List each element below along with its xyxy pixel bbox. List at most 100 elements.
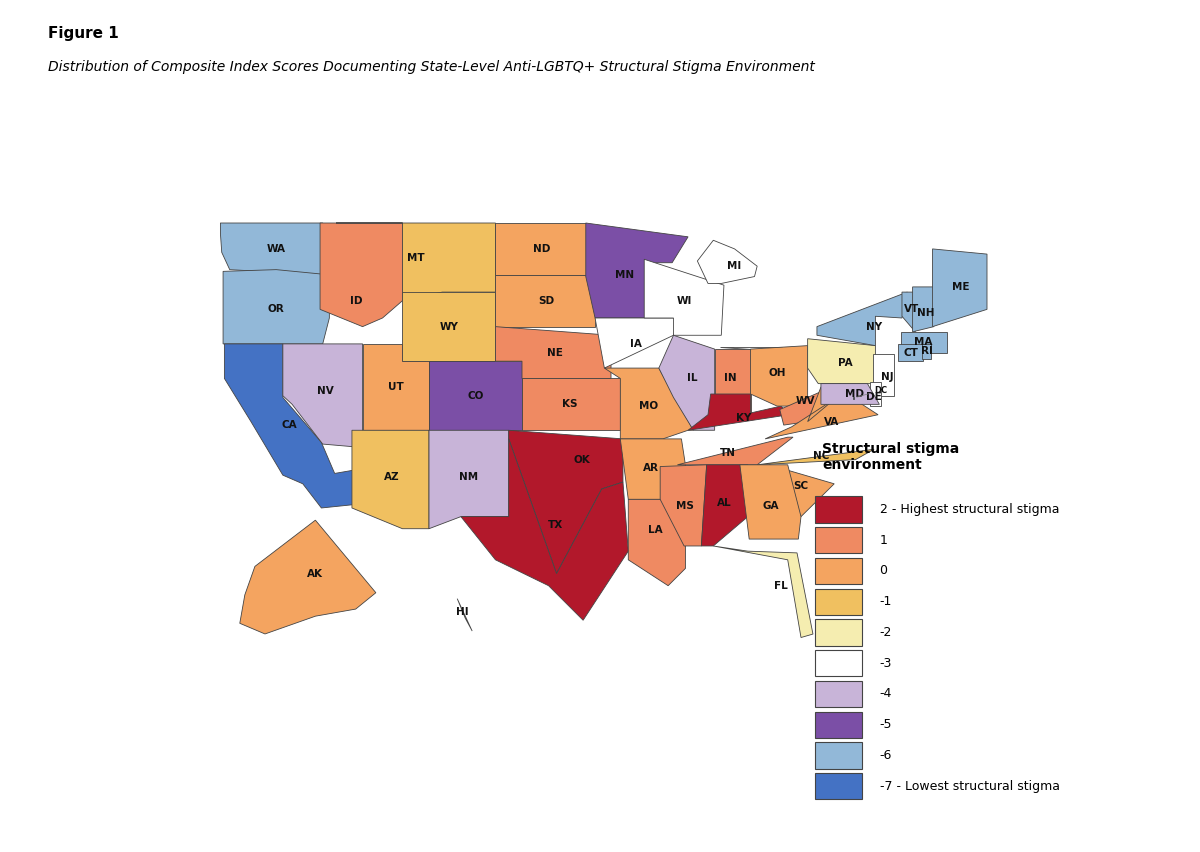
Text: Distribution of Composite Index Scores Documenting State-Level Anti-LGBTQ+ Struc: Distribution of Composite Index Scores D…	[48, 60, 815, 73]
Bar	[815, 742, 862, 769]
Text: OH: OH	[768, 368, 786, 378]
Polygon shape	[898, 344, 923, 361]
Polygon shape	[922, 344, 931, 360]
Text: OR: OR	[268, 304, 284, 314]
Text: NM: NM	[460, 472, 479, 482]
Polygon shape	[688, 394, 790, 430]
Text: -2: -2	[880, 626, 892, 639]
Bar	[815, 527, 862, 553]
Polygon shape	[901, 331, 947, 353]
Polygon shape	[713, 546, 812, 637]
Polygon shape	[817, 292, 907, 346]
Text: MD: MD	[845, 389, 864, 399]
Text: NJ: NJ	[881, 371, 894, 382]
Text: VT: VT	[904, 304, 919, 314]
Polygon shape	[912, 287, 934, 331]
Text: NC: NC	[812, 452, 829, 461]
Polygon shape	[223, 269, 329, 344]
Text: NV: NV	[317, 386, 334, 395]
Text: CT: CT	[904, 348, 919, 358]
Text: -3: -3	[880, 657, 892, 670]
Text: -1: -1	[880, 596, 892, 608]
Polygon shape	[509, 430, 623, 573]
Text: NY: NY	[866, 322, 882, 331]
Polygon shape	[320, 223, 402, 326]
Polygon shape	[780, 383, 845, 425]
Polygon shape	[769, 465, 834, 516]
Text: SC: SC	[793, 481, 809, 491]
Polygon shape	[428, 430, 509, 529]
Polygon shape	[457, 599, 472, 631]
Text: MI: MI	[727, 262, 742, 271]
Polygon shape	[629, 499, 685, 585]
Text: WV: WV	[796, 396, 815, 406]
Polygon shape	[352, 430, 428, 529]
Polygon shape	[902, 292, 916, 331]
Text: TN: TN	[720, 447, 736, 458]
Text: SD: SD	[538, 296, 554, 306]
Bar	[815, 773, 862, 799]
Polygon shape	[697, 240, 757, 284]
Polygon shape	[740, 465, 800, 539]
Polygon shape	[496, 326, 611, 378]
Text: NE: NE	[547, 348, 563, 358]
Text: MT: MT	[407, 252, 425, 262]
Polygon shape	[872, 354, 894, 395]
Polygon shape	[757, 449, 874, 465]
Text: WI: WI	[677, 296, 691, 306]
Text: AK: AK	[307, 568, 323, 579]
Polygon shape	[496, 275, 595, 326]
Polygon shape	[715, 349, 750, 413]
Text: ID: ID	[349, 296, 362, 306]
Polygon shape	[240, 521, 376, 634]
Polygon shape	[720, 348, 782, 349]
Polygon shape	[461, 439, 629, 620]
Text: ME: ME	[952, 282, 970, 292]
Bar	[815, 650, 862, 676]
Bar	[815, 711, 862, 738]
Text: CA: CA	[282, 420, 298, 430]
Polygon shape	[428, 361, 522, 430]
Polygon shape	[362, 344, 428, 430]
Text: CO: CO	[467, 391, 484, 400]
Polygon shape	[808, 339, 875, 383]
Bar	[815, 558, 862, 584]
Text: KY: KY	[736, 413, 751, 423]
Polygon shape	[595, 318, 680, 368]
Text: VA: VA	[824, 417, 839, 427]
Polygon shape	[402, 292, 496, 361]
Polygon shape	[821, 383, 880, 405]
Polygon shape	[659, 336, 715, 430]
Polygon shape	[678, 437, 793, 465]
Bar	[815, 497, 862, 522]
Text: DE: DE	[866, 393, 882, 402]
Text: IA: IA	[630, 339, 642, 349]
Polygon shape	[586, 223, 688, 318]
Polygon shape	[605, 368, 694, 439]
Text: MS: MS	[677, 501, 695, 511]
Polygon shape	[644, 259, 724, 336]
Bar	[815, 619, 862, 646]
Text: MO: MO	[638, 401, 658, 411]
Text: 1: 1	[880, 533, 888, 547]
Text: -5: -5	[880, 718, 892, 731]
Text: -4: -4	[880, 688, 892, 700]
Text: UT: UT	[388, 382, 403, 392]
Text: WY: WY	[439, 322, 458, 331]
Polygon shape	[221, 223, 323, 275]
Polygon shape	[870, 382, 881, 406]
Text: IN: IN	[725, 373, 737, 383]
Polygon shape	[522, 378, 620, 430]
Text: ND: ND	[533, 244, 551, 254]
Text: PA: PA	[838, 358, 852, 368]
Text: Figure 1: Figure 1	[48, 26, 119, 41]
Text: NH: NH	[917, 308, 935, 318]
Polygon shape	[660, 465, 707, 546]
Text: MN: MN	[614, 270, 634, 279]
Text: AZ: AZ	[384, 472, 400, 482]
Bar	[815, 589, 862, 615]
Text: AL: AL	[716, 498, 731, 508]
Text: Structural stigma
environment: Structural stigma environment	[822, 442, 959, 472]
Text: KS: KS	[562, 400, 577, 409]
Text: AR: AR	[643, 463, 659, 473]
